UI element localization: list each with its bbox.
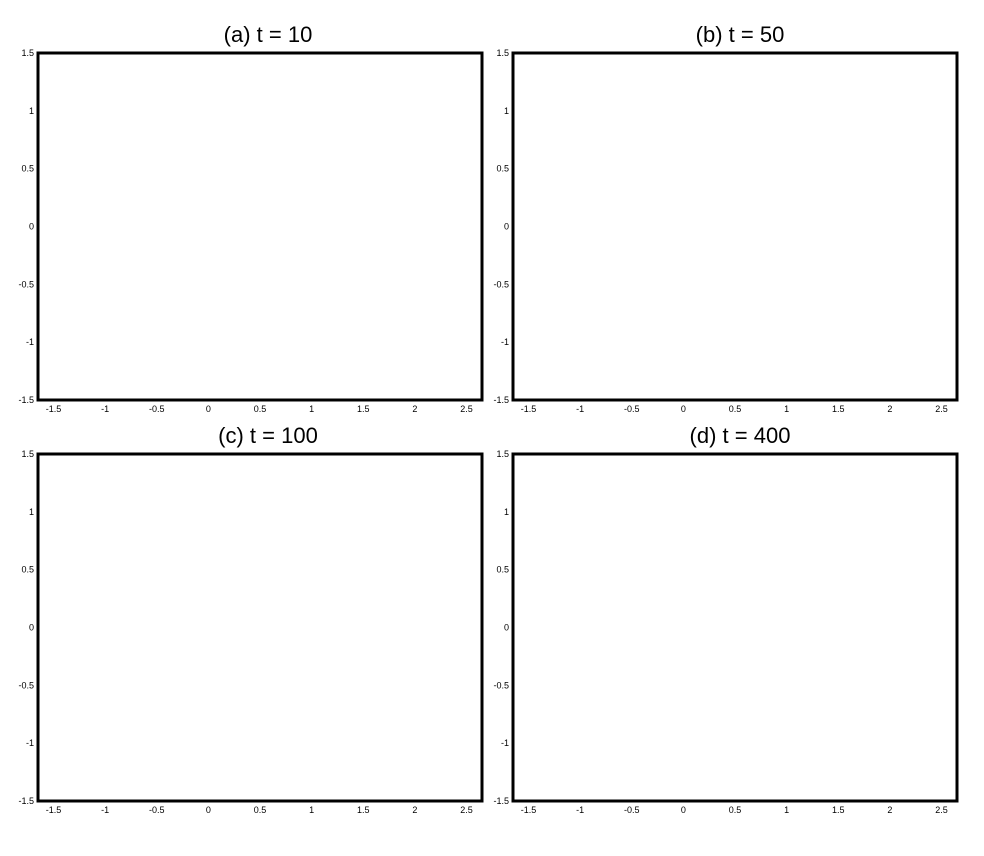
panel-b: (b) t = 50 -1.5 -1 -0.5 0 0.5 1 1.5 2 2.5 1.5 1 0.5… — [493, 22, 959, 414]
y-tick-label: 0 — [29, 623, 34, 633]
x-tick-label: 1 — [784, 404, 789, 414]
x-tick-label: 0 — [681, 404, 686, 414]
y-tick-label: -1 — [501, 738, 509, 748]
y-tick-label: -0.5 — [18, 680, 34, 690]
y-tick-label: -1.5 — [493, 796, 509, 806]
x-tick-label: 1.5 — [832, 805, 845, 815]
x-tick-label: 1 — [309, 404, 314, 414]
x-tick-label: 2.5 — [935, 805, 948, 815]
y-tick-label: -0.5 — [493, 279, 509, 289]
x-tick-label: 2.5 — [935, 404, 948, 414]
x-tick-label: 0.5 — [729, 404, 742, 414]
x-tick-label: 1.5 — [357, 404, 370, 414]
x-tick-label: 1.5 — [357, 805, 370, 815]
y-tick-label: -0.5 — [18, 279, 34, 289]
x-tick-label: -1.5 — [521, 805, 537, 815]
panel-d: (d) t = 400 -1.5 -1 -0.5 0 0.5 1 1.5 2 2.5 1.5 1 0.… — [493, 423, 959, 815]
y-tick-label: -1.5 — [18, 395, 34, 405]
axes-frame — [511, 51, 959, 402]
x-tick-label: -1.5 — [46, 404, 62, 414]
x-tick-label: 2 — [412, 404, 417, 414]
panel-title: (a) t = 10 — [224, 22, 313, 47]
panel-title: (d) t = 400 — [690, 423, 791, 448]
y-tick-label: 0.5 — [496, 164, 509, 174]
y-tick-label: 0.5 — [21, 565, 34, 575]
x-tick-label: -1 — [576, 805, 584, 815]
x-tick-label: 1.5 — [832, 404, 845, 414]
axes-frame — [36, 51, 484, 402]
axes-frame — [36, 452, 484, 803]
x-tick-label: 0 — [206, 805, 211, 815]
y-tick-label: 1 — [29, 106, 34, 116]
x-tick-label: -0.5 — [624, 805, 640, 815]
y-tick-label: 1.5 — [496, 48, 509, 58]
x-tick-label: -1 — [101, 404, 109, 414]
x-tick-label: 0 — [681, 805, 686, 815]
x-tick-label: 1 — [784, 805, 789, 815]
x-tick-label: -1.5 — [46, 805, 62, 815]
y-tick-label: 1 — [504, 106, 509, 116]
x-tick-label: -1 — [101, 805, 109, 815]
x-tick-label: 2 — [412, 805, 417, 815]
y-tick-label: 1 — [504, 507, 509, 517]
y-tick-label: 0.5 — [496, 565, 509, 575]
x-tick-label: 2.5 — [460, 805, 473, 815]
x-tick-label: 0.5 — [729, 805, 742, 815]
y-tick-label: -1 — [501, 337, 509, 347]
y-tick-label: 0.5 — [21, 164, 34, 174]
y-tick-label: 1.5 — [21, 449, 34, 459]
y-tick-label: -1 — [26, 337, 34, 347]
y-tick-label: -0.5 — [493, 680, 509, 690]
x-tick-label: -0.5 — [149, 805, 165, 815]
axes-frame — [511, 452, 959, 803]
y-tick-label: 1.5 — [21, 48, 34, 58]
y-tick-label: -1.5 — [493, 395, 509, 405]
x-tick-label: -1.5 — [521, 404, 537, 414]
x-tick-label: -0.5 — [624, 404, 640, 414]
x-tick-label: 1 — [309, 805, 314, 815]
x-tick-label: 0.5 — [254, 805, 267, 815]
y-tick-label: 0 — [504, 623, 509, 633]
x-tick-label: 0 — [206, 404, 211, 414]
panel-a: (a) t = 10 -1.5 -1 -0.5 0 0.5 1 1.5 2 2.5 1.5 1 0.5… — [18, 22, 484, 414]
panel-title: (c) t = 100 — [218, 423, 318, 448]
x-tick-label: 0.5 — [254, 404, 267, 414]
x-tick-label: -1 — [576, 404, 584, 414]
y-tick-label: -1 — [26, 738, 34, 748]
x-tick-label: 2.5 — [460, 404, 473, 414]
y-tick-label: 1 — [29, 507, 34, 517]
y-tick-label: 1.5 — [496, 449, 509, 459]
x-tick-label: -0.5 — [149, 404, 165, 414]
x-tick-label: 2 — [887, 805, 892, 815]
panel-title: (b) t = 50 — [696, 22, 785, 47]
x-tick-label: 2 — [887, 404, 892, 414]
y-tick-label: -1.5 — [18, 796, 34, 806]
panel-c: (c) t = 100 -1.5 -1 -0.5 0 0.5 1 1.5 2 2.5 1.5 1 0.… — [18, 423, 484, 815]
y-tick-label: 0 — [29, 222, 34, 232]
y-tick-label: 0 — [504, 222, 509, 232]
